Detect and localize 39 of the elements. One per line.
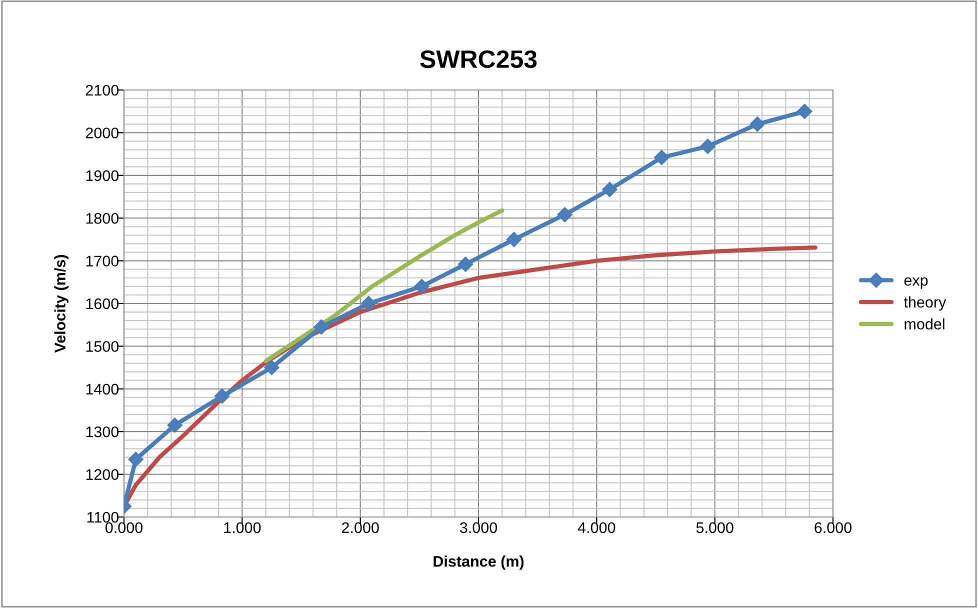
y-tick-label: 1500 [86,341,119,352]
chart-title: SWRC253 [420,50,537,68]
point [361,296,376,312]
legend-label: model [904,318,944,330]
point [700,138,716,154]
point [797,104,812,119]
y-tick-label: 1800 [86,212,119,224]
point [458,256,474,272]
point [128,452,144,467]
y-tick-label: 1600 [86,298,119,310]
x-tick-label: 6.000 [814,522,852,534]
point [314,319,329,335]
y-tick-label: 1400 [86,384,119,395]
point [506,232,522,248]
x-axis-title: Distance (m) [434,556,524,570]
point [654,150,670,166]
x-tick-label: 5.000 [696,522,734,534]
x-tick-label: 4.000 [578,522,616,534]
y-tick-label: 1900 [86,170,119,182]
legend-label: exp [904,277,928,289]
x-tick-label: 1.000 [224,522,261,534]
y-axis-title: Velocity (m/s) [54,255,68,353]
x-tick-label: 0.000 [105,522,143,534]
y-tick-label: 2000 [86,128,119,138]
point [214,388,230,404]
point [414,278,430,294]
point [167,418,182,433]
legend-label: theory [904,296,946,311]
point [557,207,572,222]
point [264,360,280,376]
point [750,116,765,132]
x-tick-label: 2.000 [342,522,379,534]
x-tick-label: 3.000 [460,522,498,534]
y-tick-label: 1200 [86,469,119,480]
point [602,182,618,198]
y-tick-label: 1100 [87,512,119,523]
y-tick-label: 2100 [86,84,119,96]
y-tick-label: 1700 [86,256,119,266]
y-tick-label: 1300 [86,426,119,438]
